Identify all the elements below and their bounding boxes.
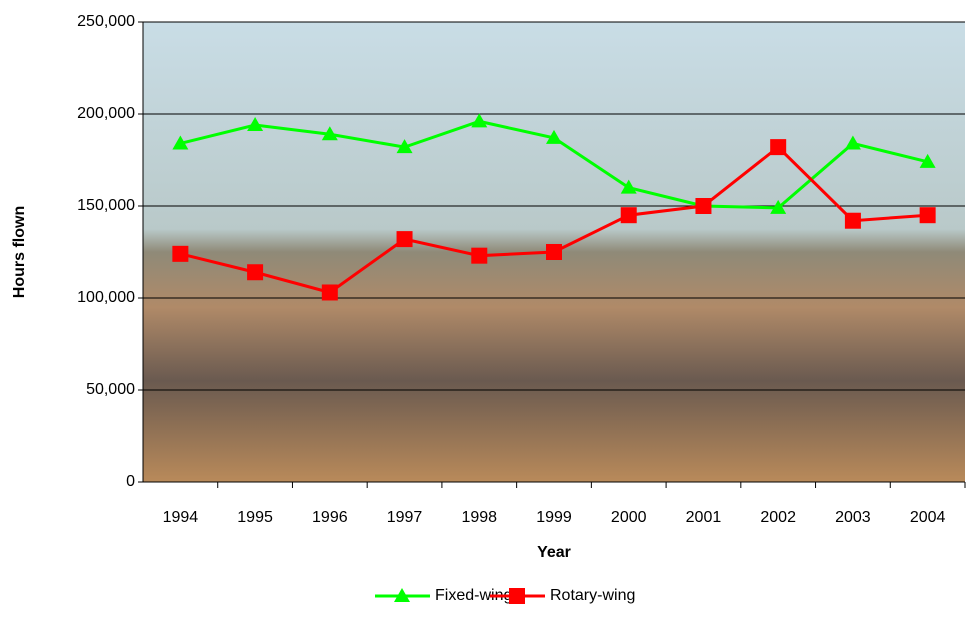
marker <box>770 199 787 214</box>
y-tick-label: 200,000 <box>77 105 135 122</box>
marker <box>620 179 637 194</box>
marker <box>247 117 264 132</box>
marker <box>546 129 562 144</box>
x-tick-label: 1996 <box>312 509 348 526</box>
marker <box>172 135 189 150</box>
legend-label: Rotary-wing <box>550 587 635 604</box>
marker <box>919 153 936 168</box>
marker <box>396 139 413 154</box>
marker <box>620 207 637 224</box>
x-tick-label: 1999 <box>536 509 572 526</box>
marker <box>844 212 861 229</box>
marker <box>509 588 525 604</box>
marker <box>770 139 787 156</box>
x-tick-label: 1994 <box>163 509 199 526</box>
x-tick-label: 1995 <box>237 509 273 526</box>
y-tick-label: 0 <box>126 473 135 490</box>
x-axis-label: Year <box>537 544 571 561</box>
marker <box>396 231 413 248</box>
marker <box>321 126 338 141</box>
marker <box>394 588 410 602</box>
marker <box>321 284 338 301</box>
y-tick-label: 250,000 <box>77 13 135 30</box>
y-tick-label: 100,000 <box>77 289 135 306</box>
x-tick-label: 2000 <box>611 509 647 526</box>
y-tick-label: 150,000 <box>77 197 135 214</box>
x-tick-label: 2004 <box>910 509 946 526</box>
x-tick-label: 1997 <box>387 509 423 526</box>
x-tick-label: 1998 <box>461 509 497 526</box>
marker <box>919 207 936 224</box>
marker <box>546 244 562 260</box>
legend-label: Fixed-wing <box>435 587 512 604</box>
x-tick-label: 2003 <box>835 509 871 526</box>
marker <box>471 247 488 264</box>
marker <box>247 264 264 281</box>
x-tick-label: 2001 <box>686 509 722 526</box>
x-tick-label: 2002 <box>760 509 796 526</box>
marker <box>172 245 189 262</box>
marker <box>471 113 488 128</box>
y-axis-label: Hours flown <box>11 206 28 298</box>
marker <box>844 135 861 150</box>
marker <box>695 198 712 214</box>
y-tick-label: 50,000 <box>86 381 135 398</box>
